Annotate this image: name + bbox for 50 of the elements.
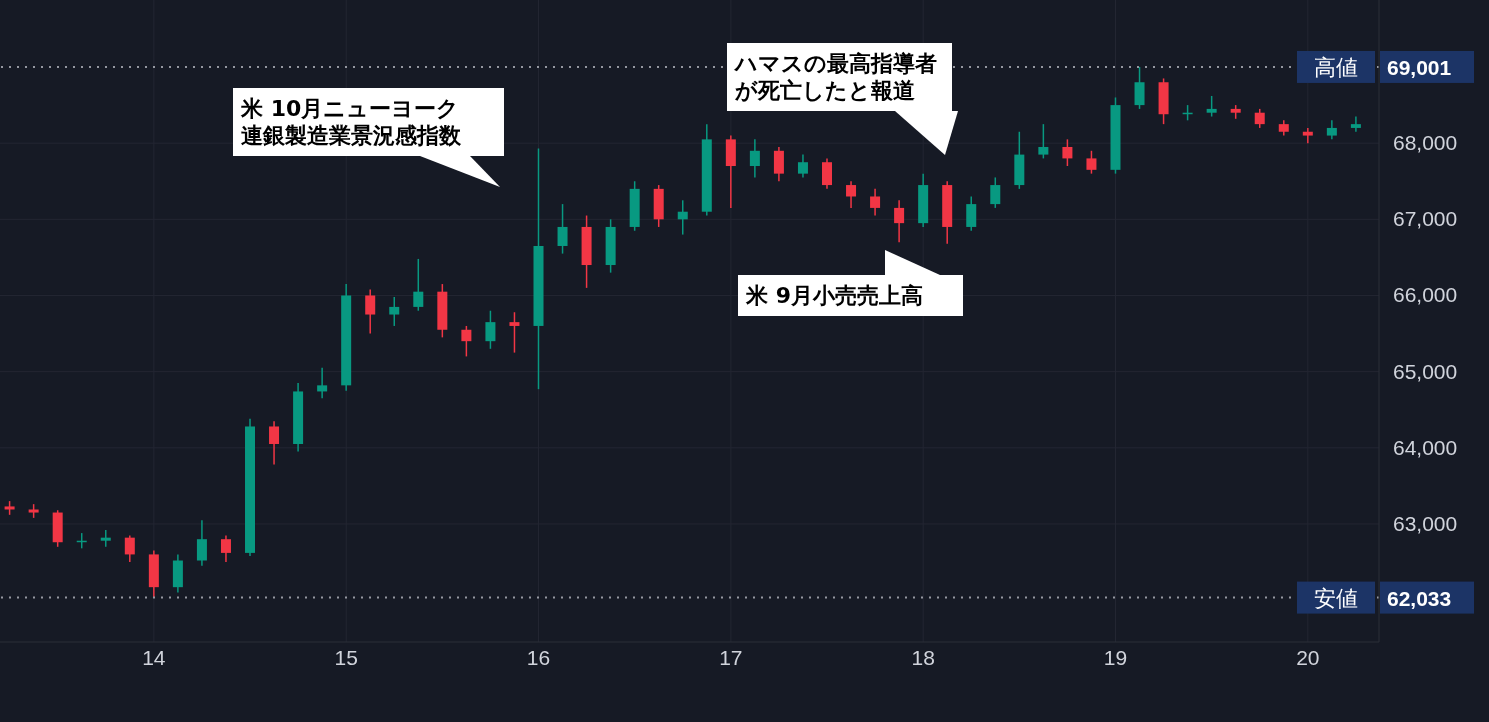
candlestick xyxy=(846,180,857,209)
y-tick-label: 67,000 xyxy=(1393,207,1458,231)
candlestick xyxy=(1062,138,1073,167)
candlestick xyxy=(389,296,400,327)
annotation: 米 10月ニューヨーク連銀製造業景況感指数 xyxy=(240,95,462,148)
y-tick-label: 66,000 xyxy=(1393,283,1458,307)
candlestick xyxy=(413,258,424,312)
candlestick xyxy=(485,309,496,350)
text: 高値 69,001 xyxy=(1314,54,1452,80)
candlestick xyxy=(1326,119,1337,141)
x-tick-label: 19 xyxy=(1103,645,1128,669)
candlestick xyxy=(990,176,1001,209)
candlestick xyxy=(220,534,231,563)
candlestick xyxy=(509,311,520,354)
annotation: 米 9月小売売上高 xyxy=(745,282,923,308)
candlestick xyxy=(1302,127,1313,144)
y-tick-label: 68,000 xyxy=(1393,131,1458,155)
candlestick xyxy=(1206,95,1217,118)
x-tick-label: 16 xyxy=(526,645,551,669)
candlestick xyxy=(894,199,905,243)
candlestick xyxy=(124,534,135,563)
candlestick xyxy=(822,157,832,190)
candlestick xyxy=(1254,108,1265,129)
y-tick-label: 63,000 xyxy=(1393,511,1458,535)
candlestick xyxy=(677,199,688,236)
candlestick xyxy=(773,146,784,182)
x-tick-label: 20 xyxy=(1296,645,1320,669)
annotation: ハマスの最高指導者が死亡したと報道 xyxy=(733,50,937,103)
x-tick-label: 17 xyxy=(719,645,743,669)
y-tick-label: 65,000 xyxy=(1393,359,1458,383)
candlestick xyxy=(196,519,207,567)
candlestick xyxy=(557,203,568,255)
candlestick xyxy=(870,188,881,217)
candlestick xyxy=(269,420,280,466)
candlestick xyxy=(797,153,808,179)
candlestick xyxy=(1038,123,1049,160)
candlestick xyxy=(461,325,472,358)
candlestick xyxy=(317,367,328,400)
text: 安値 62,033 xyxy=(1314,585,1452,611)
candlestick xyxy=(1086,150,1097,175)
x-tick-label: 15 xyxy=(334,645,358,669)
candlestick xyxy=(1350,115,1361,133)
candlestick xyxy=(365,288,376,335)
y-tick-label: 64,000 xyxy=(1393,435,1458,459)
candlestick xyxy=(100,529,111,548)
candlestick xyxy=(966,195,977,232)
candlestick xyxy=(1134,66,1145,110)
candlestick xyxy=(749,138,760,179)
x-tick-label: 18 xyxy=(911,645,935,669)
x-tick-label: 14 xyxy=(142,645,166,669)
